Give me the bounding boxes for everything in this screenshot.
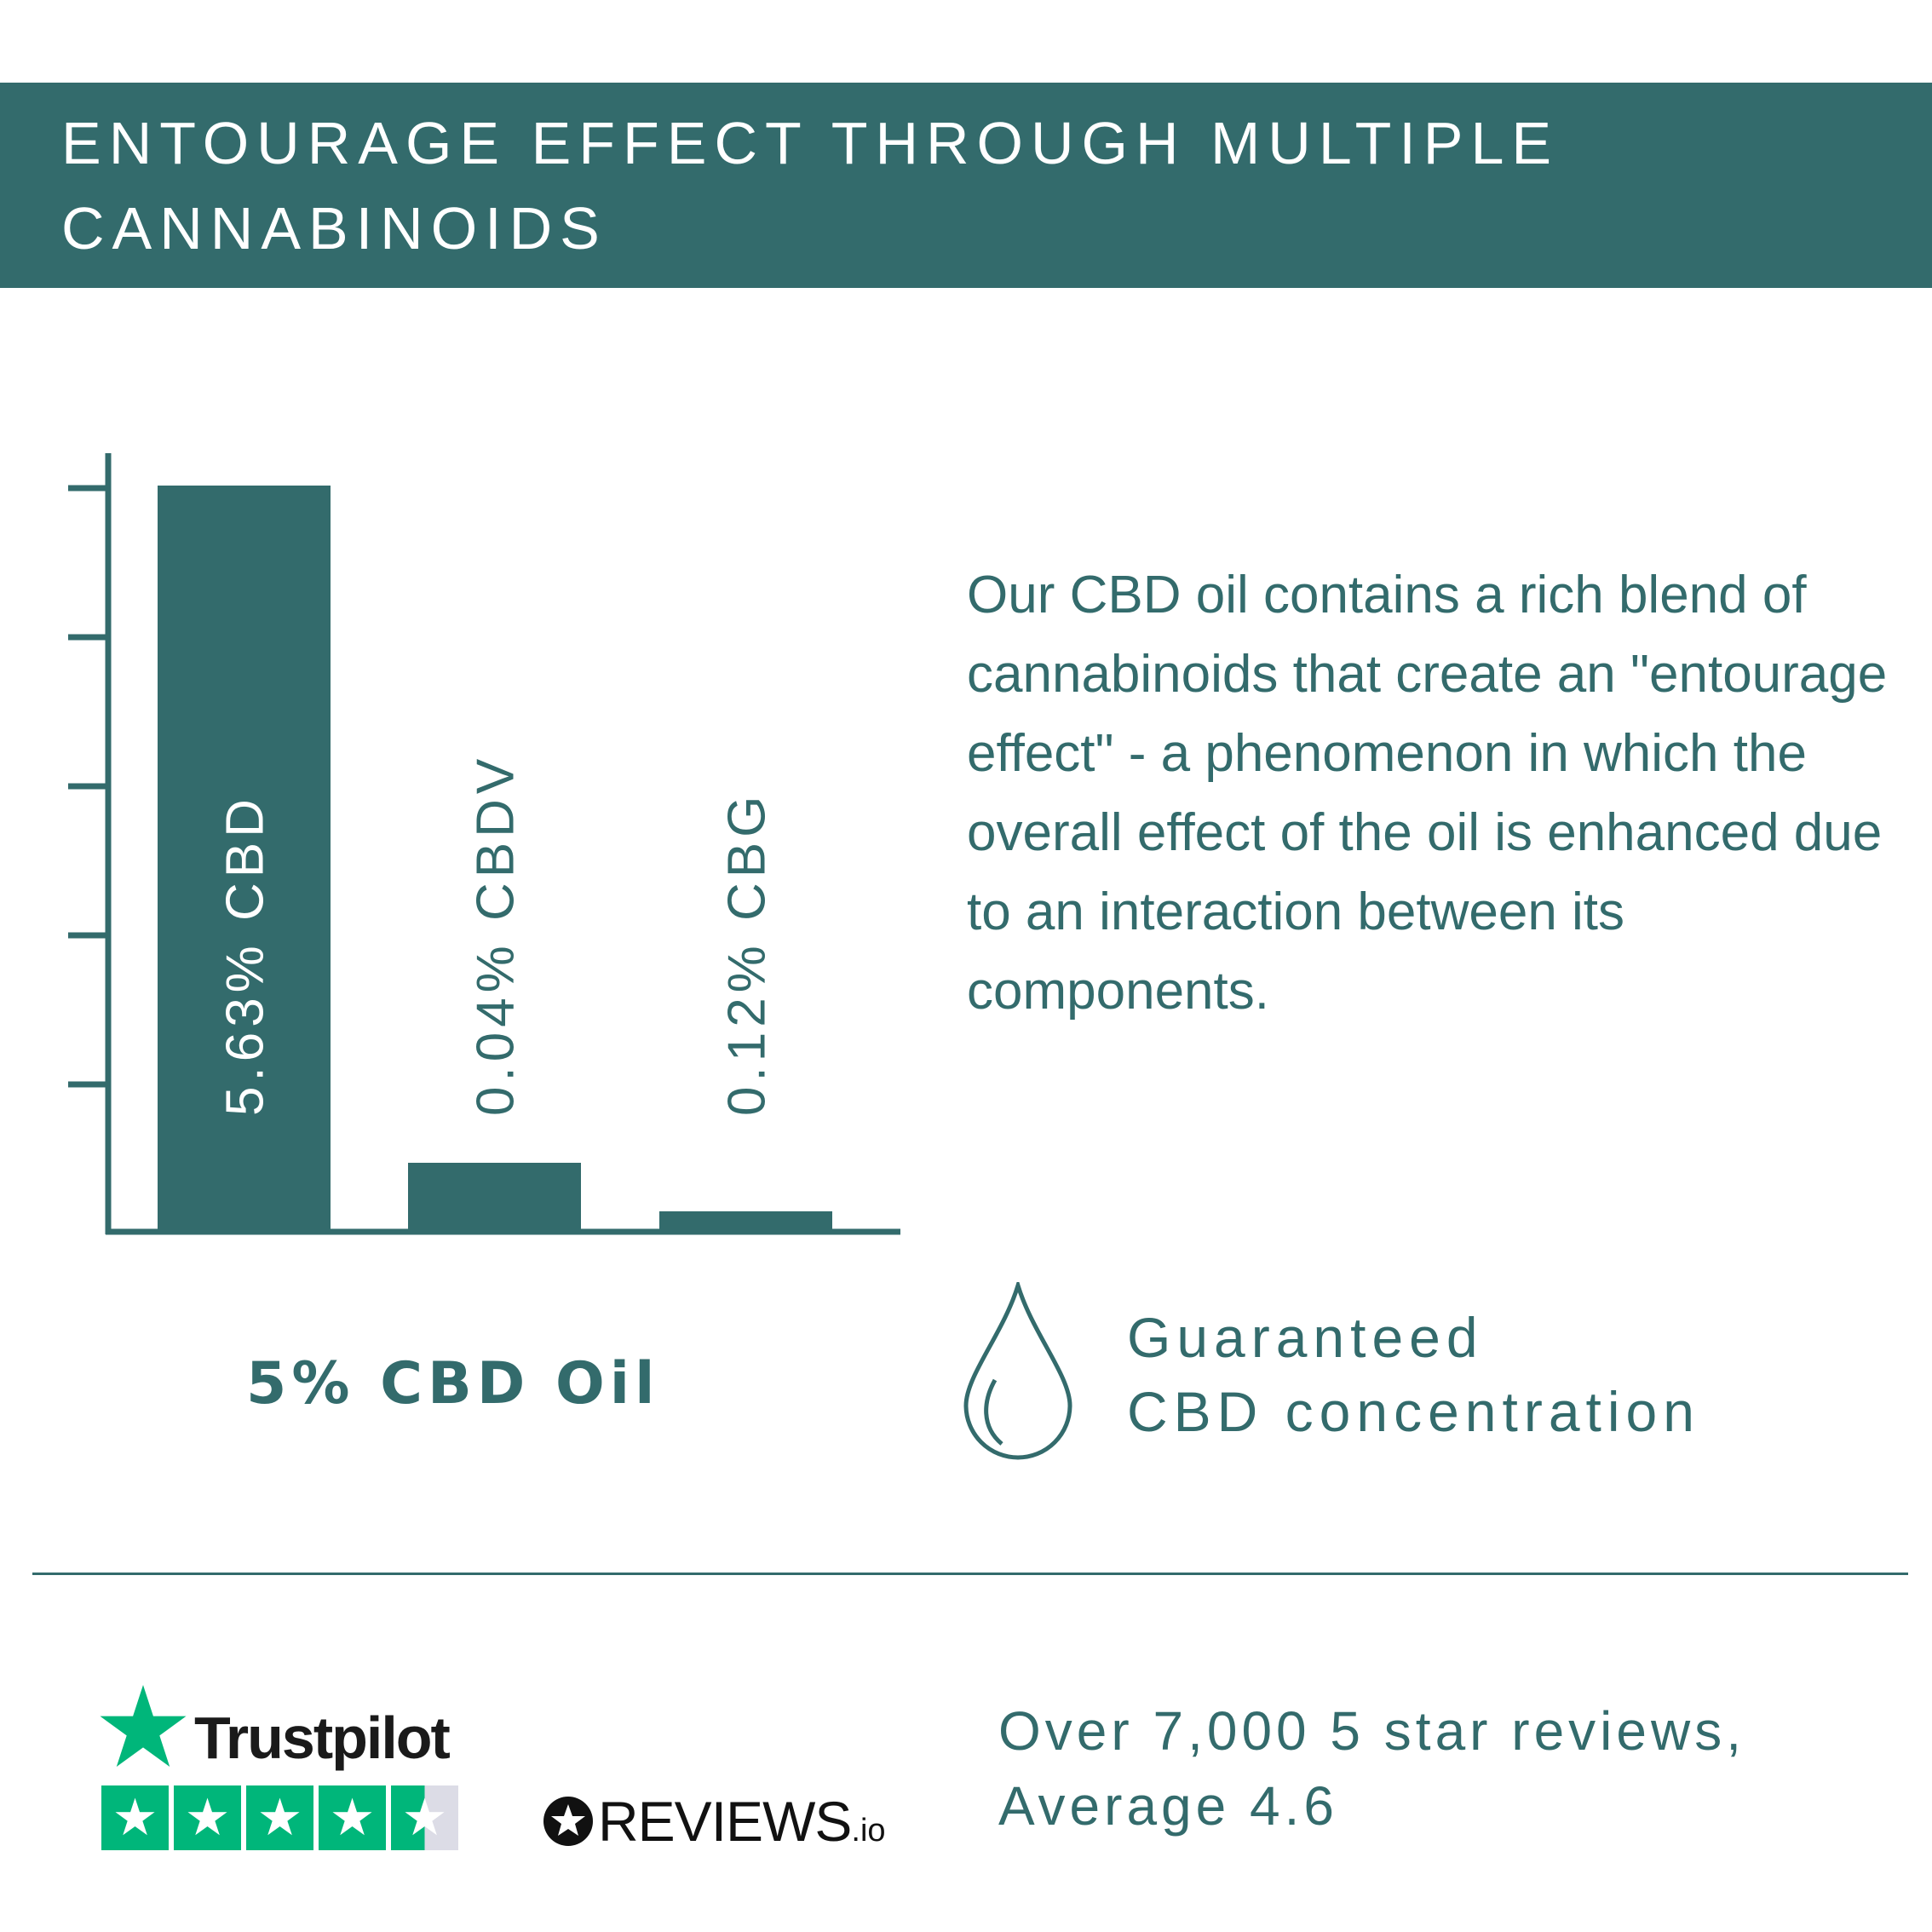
chart-title: 5% CBD Oil [246,1350,660,1417]
bars: 5.63% CBD 0.04% CBDV 0.12% CBG [158,486,832,1229]
trustpilot-logo: Trustpilot [194,1705,451,1771]
bar-chart: 5.63% CBD 0.04% CBDV 0.12% CBG [68,453,900,1235]
reviewsio-text: REVIEWS [598,1790,852,1853]
y-ticks [68,485,108,1088]
trustpilot-rating-stars: ★ ★ ★ ★ ★ [101,1785,458,1850]
bar-cbd [158,486,331,1229]
star-icon: ★ [246,1785,313,1850]
reviewsio-suffix: .io [851,1813,886,1849]
bar-cbg [659,1211,832,1229]
divider [32,1573,1908,1575]
page-title-line2: CANNABINOIDS [61,195,607,262]
description-paragraph: Our CBD oil contains a rich blend of can… [967,566,1888,1021]
guarantee-line1: Guaranteed [1127,1306,1484,1369]
star-icon: ★ [174,1785,241,1850]
bar-label-cbd: 5.63% CBD [216,794,275,1116]
guarantee-line2: CBD concentration [1127,1380,1700,1443]
reviews-summary-line2: Average 4.6 [998,1775,1338,1837]
reviewsio-logo: REVIEWS .io [542,1789,886,1854]
star-icon: ★ [319,1785,386,1850]
header-banner: ENTOURAGE EFFECT THROUGH MULTIPLE CANNAB… [0,83,1932,288]
droplet-icon [963,1282,1072,1460]
bar-label-cbdv: 0.04% CBDV [467,754,526,1116]
page-title-line1: ENTOURAGE EFFECT THROUGH MULTIPLE [61,110,1560,176]
half-star-icon: ★ [391,1785,458,1850]
trustpilot-star-icon [100,1685,187,1767]
reviews-summary-line1: Over 7,000 5 star reviews, [998,1700,1745,1762]
bar-label-cbg: 0.12% CBG [718,791,777,1116]
bar-cbdv [408,1163,581,1229]
star-icon: ★ [101,1785,169,1850]
reviewsio-star-icon [543,1797,593,1846]
